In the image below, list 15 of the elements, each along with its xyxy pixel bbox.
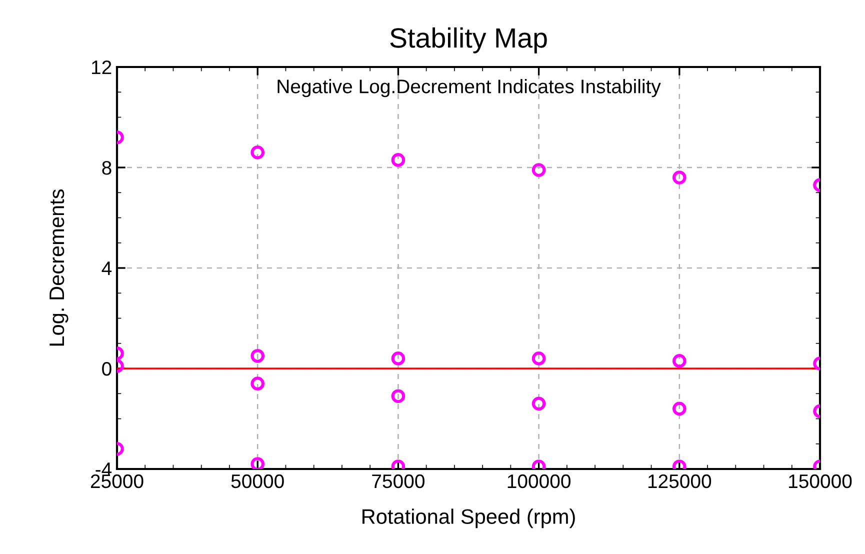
chart-title: Stability Map <box>390 27 547 54</box>
x-axis-title: Rotational Speed (rpm) <box>362 508 575 528</box>
y-tick-label: 0 <box>102 362 112 376</box>
annotation: Negative Log.Decrement Indicates Instability <box>278 79 661 98</box>
x-tick-label: 50000 <box>231 474 284 488</box>
x-tick-label: 75000 <box>372 474 424 488</box>
y-tick-label: 4 <box>102 262 112 276</box>
x-tick-label: 150000 <box>789 474 852 488</box>
y-tick-label: 8 <box>102 160 112 175</box>
y-tick-label: 12 <box>92 60 112 74</box>
x-tick-label: 25000 <box>90 474 144 488</box>
x-tick-label: 125000 <box>648 474 712 488</box>
y-tick-label: -4 <box>96 462 112 476</box>
y-axis-title: Log. Decrements <box>50 189 68 346</box>
x-tick-label: 100000 <box>508 474 570 488</box>
